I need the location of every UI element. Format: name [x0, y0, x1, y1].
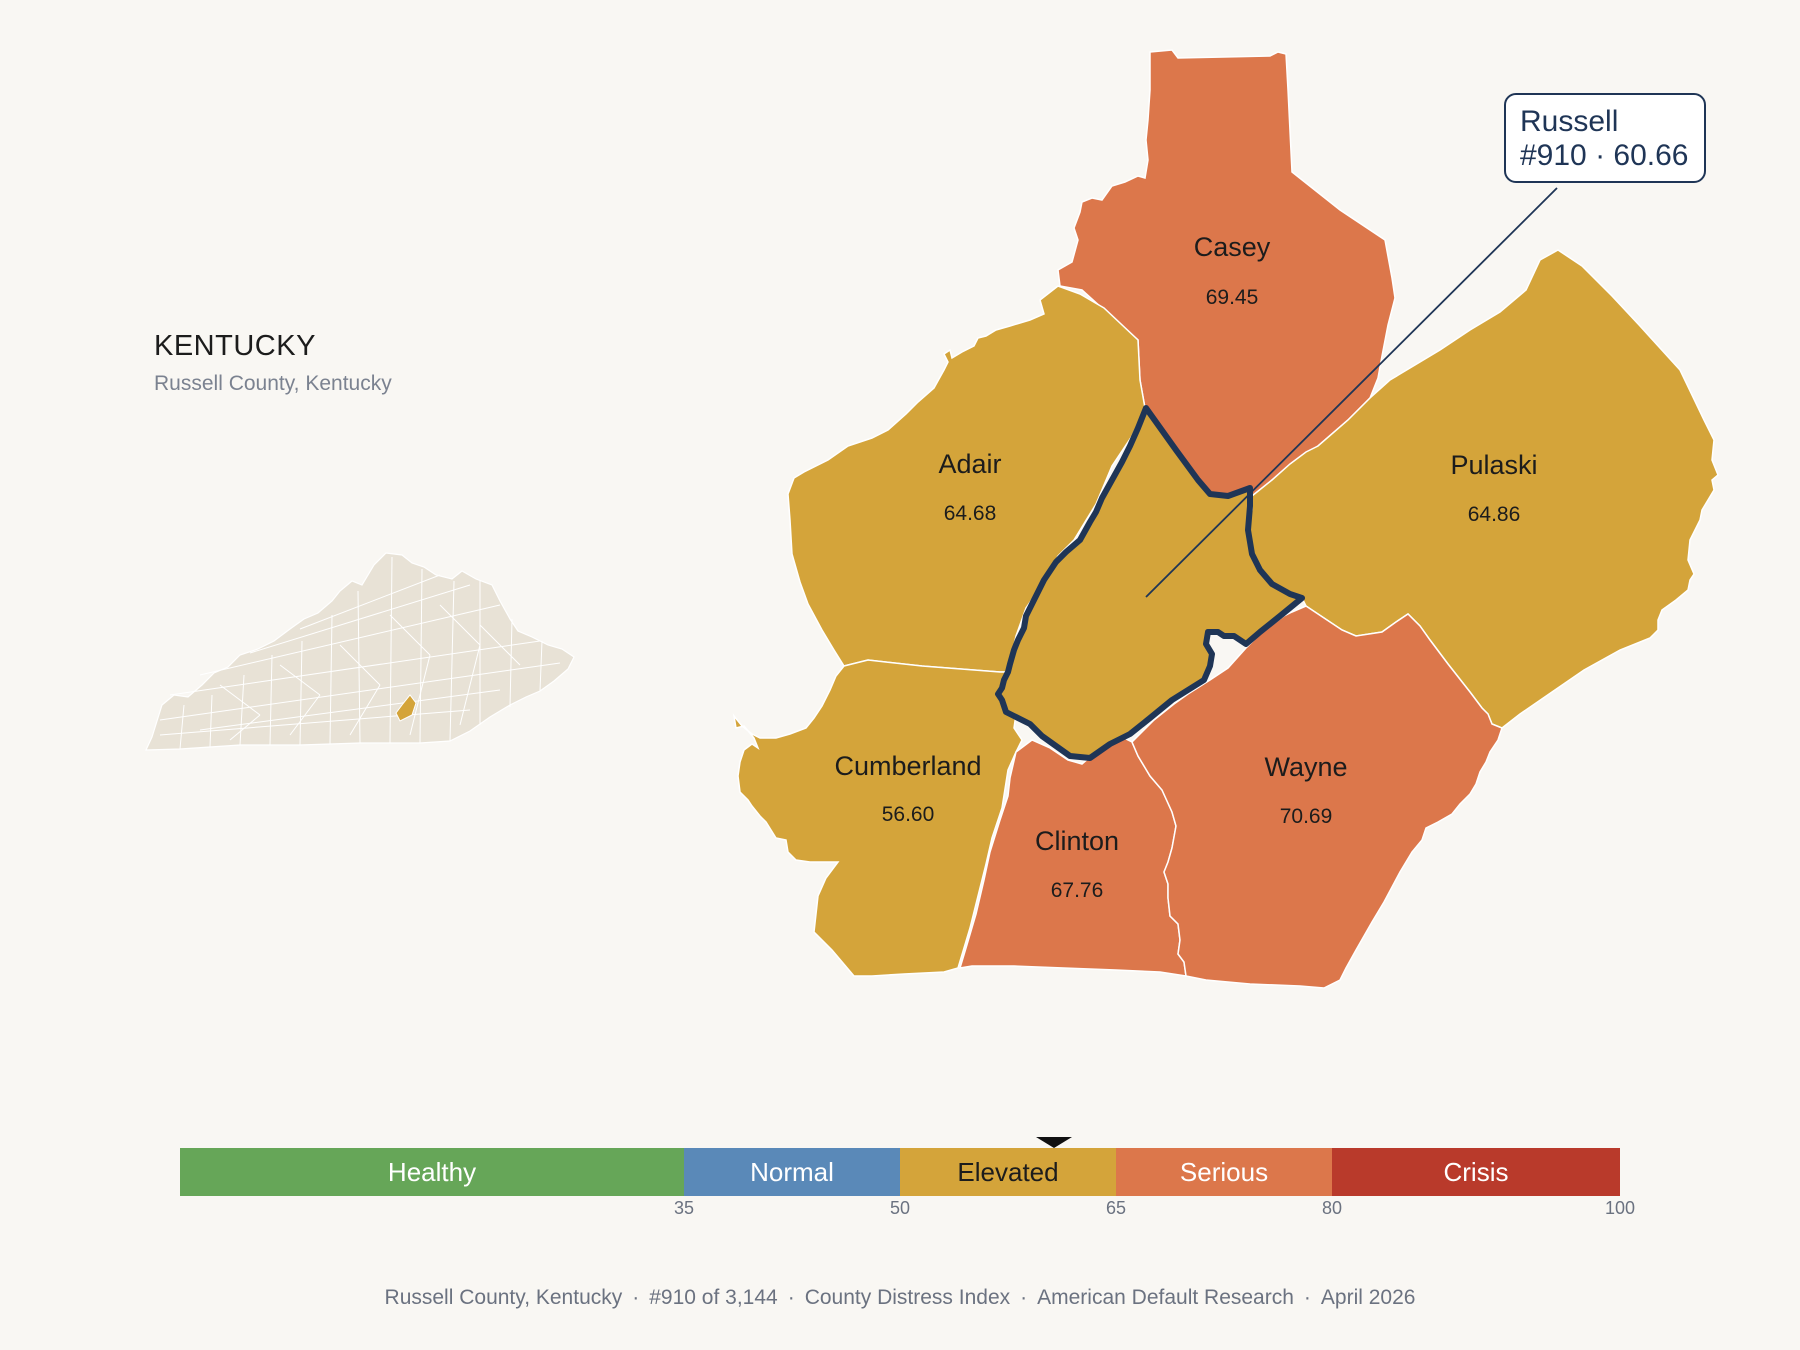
- county-name-wayne: Wayne: [1264, 752, 1347, 782]
- footer-index-name: County Distress Index: [804, 1286, 1011, 1309]
- county-shapes: [732, 49, 1719, 989]
- footer-caption: Russell County, Kentucky · #910 of 3,144 · C…: [0, 1286, 1800, 1310]
- inset-county-lines: [159, 556, 561, 750]
- state-subtitle: Russell County, Kentucky: [154, 372, 392, 395]
- score-marker: [1035, 1137, 1072, 1148]
- county-adair[interactable]: [787, 285, 1146, 673]
- county-value-pulaski: 64.86: [1468, 503, 1521, 526]
- county-labels: Casey 69.45 Adair 64.68 Pulaski 64.86 Cu…: [834, 232, 1537, 902]
- inset-russell-highlight: [395, 694, 417, 722]
- scale-tick-50: 50: [889, 1198, 911, 1218]
- footer-separator: ·: [787, 1286, 795, 1309]
- county-name-clinton: Clinton: [1035, 826, 1119, 856]
- scale-segment-elevated: Elevated: [900, 1148, 1116, 1196]
- russell-outline: [995, 405, 1305, 761]
- callout-county-name: Russell: [1520, 105, 1619, 138]
- county-value-adair: 64.68: [944, 502, 997, 525]
- scale-segment-healthy: Healthy: [180, 1148, 684, 1196]
- footer-date: April 2026: [1320, 1286, 1416, 1309]
- russell-callout: Russell #910 · 60.66: [1504, 93, 1706, 183]
- callout-rank-score: #910 · 60.66: [1520, 139, 1689, 172]
- scale-segment-normal: Normal: [684, 1148, 900, 1196]
- scale-segment-serious: Serious: [1116, 1148, 1332, 1196]
- county-name-pulaski: Pulaski: [1450, 450, 1537, 480]
- county-value-cumberland: 56.60: [882, 803, 935, 826]
- distress-scale-bar: Healthy Normal Elevated Serious Crisis: [180, 1148, 1620, 1196]
- county-value-wayne: 70.69: [1280, 805, 1333, 828]
- scale-tick-100: 100: [1604, 1198, 1636, 1218]
- callout-leader-line: [1145, 187, 1558, 598]
- county-name-adair: Adair: [938, 449, 1001, 479]
- scale-segment-crisis: Crisis: [1332, 1148, 1620, 1196]
- footer-rank: #910 of 3,144: [649, 1286, 778, 1309]
- county-name-casey: Casey: [1194, 232, 1271, 262]
- footer-location: Russell County, Kentucky: [384, 1286, 623, 1309]
- kentucky-inset-map: [145, 552, 575, 751]
- scale-tick-80: 80: [1321, 1198, 1343, 1218]
- scale-tick-35: 35: [673, 1198, 695, 1218]
- county-name-cumberland: Cumberland: [834, 751, 981, 781]
- footer-separator: ·: [1303, 1286, 1311, 1309]
- county-value-clinton: 67.76: [1051, 879, 1104, 902]
- footer-separator: ·: [1020, 1286, 1028, 1309]
- county-value-casey: 69.45: [1206, 286, 1259, 309]
- scale-tick-65: 65: [1105, 1198, 1127, 1218]
- state-title: KENTUCKY: [154, 330, 316, 362]
- inset-state-shape: [145, 552, 575, 751]
- footer-separator: ·: [632, 1286, 640, 1309]
- county-wayne[interactable]: [1131, 605, 1503, 989]
- footer-source: American Default Research: [1037, 1286, 1294, 1309]
